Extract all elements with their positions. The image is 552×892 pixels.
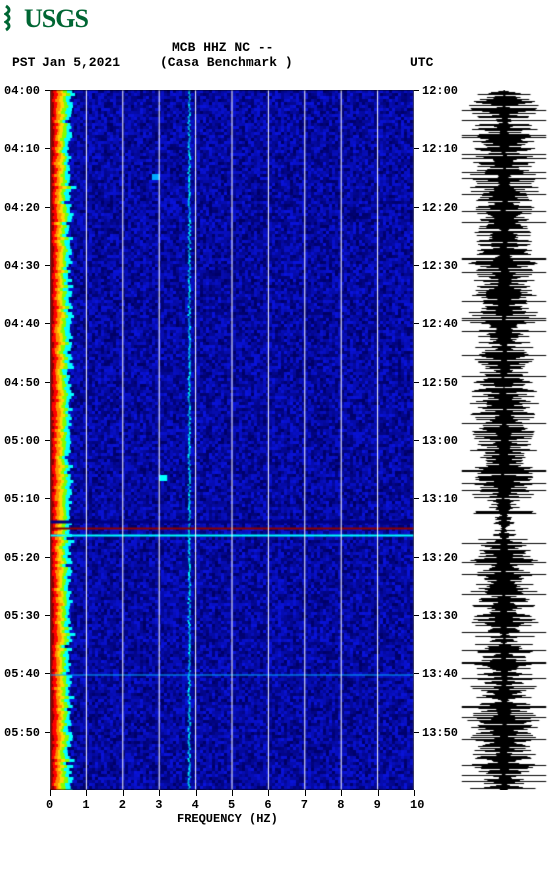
x-tick [341, 790, 342, 796]
x-tick-label: 3 [155, 798, 162, 812]
left-time-tick: 05:50 [4, 726, 40, 740]
x-tick [123, 790, 124, 796]
right-time-tick: 13:30 [422, 609, 458, 623]
x-tick [378, 790, 379, 796]
x-tick-label: 5 [228, 798, 235, 812]
right-time-tick: 12:30 [422, 259, 458, 273]
x-tick-label: 0 [46, 798, 53, 812]
x-tick-label: 8 [337, 798, 344, 812]
left-tick [45, 265, 50, 266]
right-time-tick: 12:10 [422, 142, 458, 156]
x-tick [414, 790, 415, 796]
left-tick [45, 207, 50, 208]
station-name: (Casa Benchmark ) [160, 55, 293, 70]
x-tick [268, 790, 269, 796]
right-tick [414, 265, 419, 266]
right-tick [414, 498, 419, 499]
left-tick [45, 440, 50, 441]
left-time-tick: 04:40 [4, 317, 40, 331]
left-time-tick: 04:20 [4, 201, 40, 215]
right-tick [414, 440, 419, 441]
right-tick [414, 732, 419, 733]
left-time-tick: 04:00 [4, 84, 40, 98]
left-tick [45, 615, 50, 616]
right-tz-label: UTC [410, 55, 433, 70]
right-tick [414, 382, 419, 383]
right-time-tick: 13:50 [422, 726, 458, 740]
x-tick [50, 790, 51, 796]
right-tick [414, 148, 419, 149]
left-time-tick: 05:10 [4, 492, 40, 506]
waveform-plot [460, 90, 548, 790]
usgs-logo-text: USGS [24, 4, 88, 34]
left-time-tick: 04:50 [4, 376, 40, 390]
x-tick [232, 790, 233, 796]
x-tick-label: 9 [374, 798, 381, 812]
left-tick [45, 148, 50, 149]
left-time-tick: 05:40 [4, 667, 40, 681]
left-time-tick: 05:00 [4, 434, 40, 448]
left-tick [45, 498, 50, 499]
left-tick [45, 90, 50, 91]
left-tick [45, 557, 50, 558]
left-time-tick: 05:20 [4, 551, 40, 565]
right-time-tick: 12:20 [422, 201, 458, 215]
right-time-tick: 12:00 [422, 84, 458, 98]
left-time-tick: 05:30 [4, 609, 40, 623]
x-tick-label: 2 [119, 798, 126, 812]
right-time-tick: 13:40 [422, 667, 458, 681]
usgs-logo: USGS [4, 4, 88, 34]
right-tick [414, 615, 419, 616]
spectrogram-plot [50, 90, 414, 790]
x-tick [159, 790, 160, 796]
right-time-tick: 12:40 [422, 317, 458, 331]
station-code: MCB HHZ NC -- [172, 40, 273, 55]
left-tick [45, 323, 50, 324]
left-time-tick: 04:10 [4, 142, 40, 156]
right-tick [414, 207, 419, 208]
x-axis-label: FREQUENCY (HZ) [177, 812, 278, 826]
left-tick [45, 732, 50, 733]
x-tick [86, 790, 87, 796]
usgs-wave-icon [4, 4, 22, 34]
right-time-tick: 13:10 [422, 492, 458, 506]
left-time-tick: 04:30 [4, 259, 40, 273]
x-tick-label: 10 [410, 798, 424, 812]
right-time-tick: 12:50 [422, 376, 458, 390]
x-tick-label: 4 [192, 798, 199, 812]
right-time-tick: 13:00 [422, 434, 458, 448]
left-tz-label: PST [12, 55, 35, 70]
x-tick-label: 1 [82, 798, 89, 812]
x-tick [305, 790, 306, 796]
left-tick [45, 382, 50, 383]
right-tick [414, 323, 419, 324]
date-label: Jan 5,2021 [42, 55, 120, 70]
x-tick-label: 6 [264, 798, 271, 812]
x-tick [196, 790, 197, 796]
right-tick [414, 673, 419, 674]
right-tick [414, 90, 419, 91]
right-time-tick: 13:20 [422, 551, 458, 565]
left-tick [45, 673, 50, 674]
right-tick [414, 557, 419, 558]
x-tick-label: 7 [301, 798, 308, 812]
